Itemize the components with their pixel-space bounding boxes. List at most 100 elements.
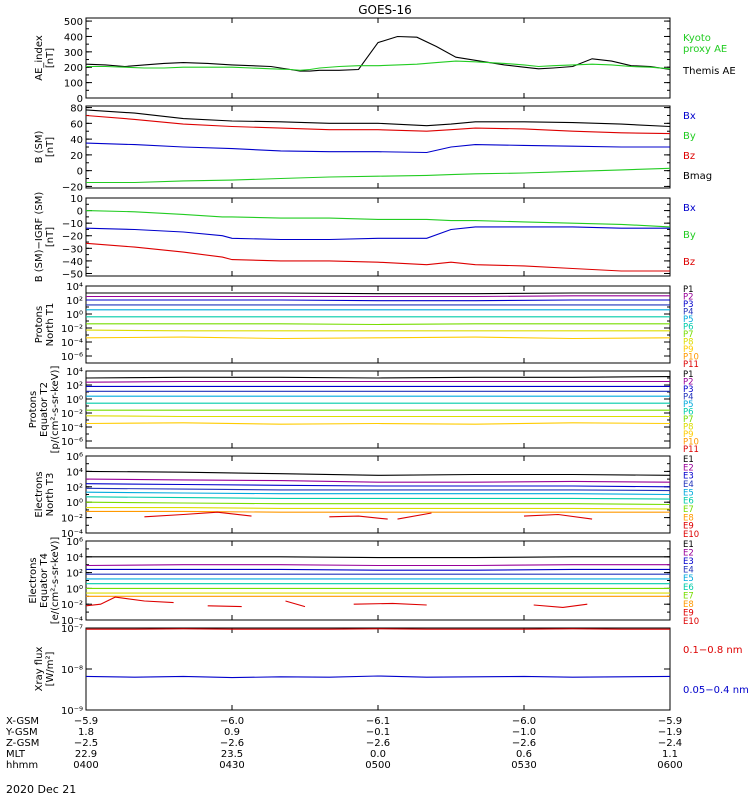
legend-entry: P9 [683, 345, 694, 355]
series-bx [86, 142, 670, 154]
y-tick-label: 10⁻⁷ [61, 624, 83, 635]
y-axis-title-line: [nT] [45, 48, 56, 68]
footer-value: 0.0 [370, 749, 386, 760]
legend-entry: E7 [683, 505, 694, 515]
legend-entry: By [683, 230, 696, 241]
footer-date: 2020 Dec 21 [6, 783, 76, 796]
y-axis-title: ElectronsEquator T4[e/(cm²-s-sr-keV)] [28, 537, 61, 625]
series-p9 [86, 336, 670, 340]
footer-value: 0.9 [224, 727, 240, 738]
y-tick-label: 60 [70, 119, 83, 130]
y-axis-title-line: [nT] [45, 227, 56, 247]
legend-entry: E6 [683, 583, 694, 593]
legend-entry: E9 [683, 522, 694, 532]
y-tick-label: −20 [62, 182, 83, 193]
y-axis-title: ElectronsNorth T3 [34, 471, 56, 517]
series-fragment [523, 513, 593, 520]
legend-entry: P9 [683, 430, 694, 440]
y-tick-label: 20 [70, 151, 83, 162]
series-e4 [86, 487, 670, 492]
y-tick-label: 300 [64, 48, 83, 59]
panel-xray: 10⁻⁷ 10⁻⁸ 10⁻⁹ Xray flux[W/m²] 0.1−0.8 nm 0.0… [34, 624, 749, 717]
series-p8 [86, 415, 670, 418]
y-axis-title-line: [nT] [45, 137, 56, 157]
panel-bsm: −20 0 20 40 60 80 B (SM)[nT] Bx By Bz Bmag [34, 104, 712, 194]
footer-value: −5.9 [74, 716, 98, 727]
y-tick-label: −50 [62, 269, 83, 280]
footer-value: −6.0 [512, 716, 536, 727]
series-group [86, 470, 670, 520]
legend-entry: P6 [683, 323, 694, 333]
series-e1 [86, 470, 670, 476]
y-axis-title: Xray flux[W/m²] [34, 647, 56, 692]
legend-entry: E9 [683, 608, 694, 618]
footer-value: 22.9 [75, 749, 97, 760]
legend-entry: P5 [683, 315, 694, 325]
series-e6 [86, 496, 670, 500]
ephemeris-footer: X-GSM −5.9 −6.0 −6.1 −6.0 −5.9 Y-GSM 1.8 0.9 −0.1… [5, 716, 683, 771]
legend-entry: E2 [683, 463, 694, 473]
y-tick-label: 10⁻⁹ [61, 706, 83, 717]
y-tick-label: 10² [66, 483, 83, 494]
series-fragment [329, 515, 388, 520]
y-tick-label: 10⁴ [66, 367, 83, 378]
y-tick-label: 0 [77, 167, 83, 178]
legend-entry: E4 [683, 480, 694, 490]
y-tick-label: 10⁻⁶ [61, 352, 83, 363]
footer-value: 0600 [657, 760, 682, 771]
y-axis-title-line: Equator T2 [39, 382, 50, 437]
y-axis-title-line: Protons [28, 391, 39, 428]
y-tick-label: 10⁻⁴ [61, 529, 83, 540]
footer-row-label: hhmm [6, 760, 38, 771]
series-p2 [86, 295, 670, 298]
y-tick-label: −40 [62, 257, 83, 268]
footer-value: 0400 [73, 760, 98, 771]
y-tick-label: 10⁰ [66, 584, 83, 595]
series-fragment [397, 512, 432, 520]
series-e7 [86, 501, 670, 506]
y-tick-label: 10⁻⁸ [61, 665, 83, 676]
series-bz [86, 242, 670, 272]
footer-value: −1.9 [658, 727, 682, 738]
series-p2 [86, 380, 670, 383]
series-fragment [353, 602, 427, 606]
footer-row-label: X-GSM [6, 716, 39, 727]
footer-value: −5.9 [658, 716, 682, 727]
y-tick-label: 10⁰ [66, 395, 83, 406]
legend-entry: E8 [683, 513, 694, 523]
footer-value: 0530 [511, 760, 536, 771]
legend-entry: 0.1−0.8 nm [683, 645, 742, 656]
legend-entry: P8 [683, 423, 694, 433]
footer-value: −6.0 [220, 716, 244, 727]
y-tick-label: 10⁰ [66, 498, 83, 509]
y-axis-title-line: North T1 [45, 303, 56, 347]
footer-row-label: MLT [6, 749, 26, 760]
legend-entry: E3 [683, 472, 694, 482]
y-tick-label: −20 [62, 232, 83, 243]
legend-entry: E2 [683, 549, 694, 559]
series-e9 [86, 510, 670, 513]
legend-entry: P2 [683, 378, 694, 388]
legend-entry: P7 [683, 415, 694, 425]
series-group [86, 556, 670, 608]
y-tick-label: 10 [70, 194, 83, 205]
footer-value: 1.1 [662, 749, 678, 760]
y-axis-title-line: [p/(cm²-s-sr-keV)] [50, 366, 61, 454]
series-group [86, 628, 670, 679]
y-axis-title-line: B (SM)−IGRF (SM) [34, 192, 45, 283]
panel-bigrf: −50−40 −30−20 −100 10 B (SM)−IGRF (SM)[nT] Bx… [34, 192, 696, 283]
legend-entry: P6 [683, 408, 694, 418]
y-tick-label: 10⁴ [66, 467, 83, 478]
y-axis-title-line: [e/(cm²-s-sr-keV)] [50, 537, 61, 625]
y-tick-label: 10⁻² [61, 324, 83, 335]
legend-entry: Themis AE [682, 66, 736, 77]
y-axis-title-line: Equator T4 [39, 553, 50, 608]
footer-value: −6.1 [366, 716, 390, 727]
y-tick-label: 500 [64, 17, 83, 28]
